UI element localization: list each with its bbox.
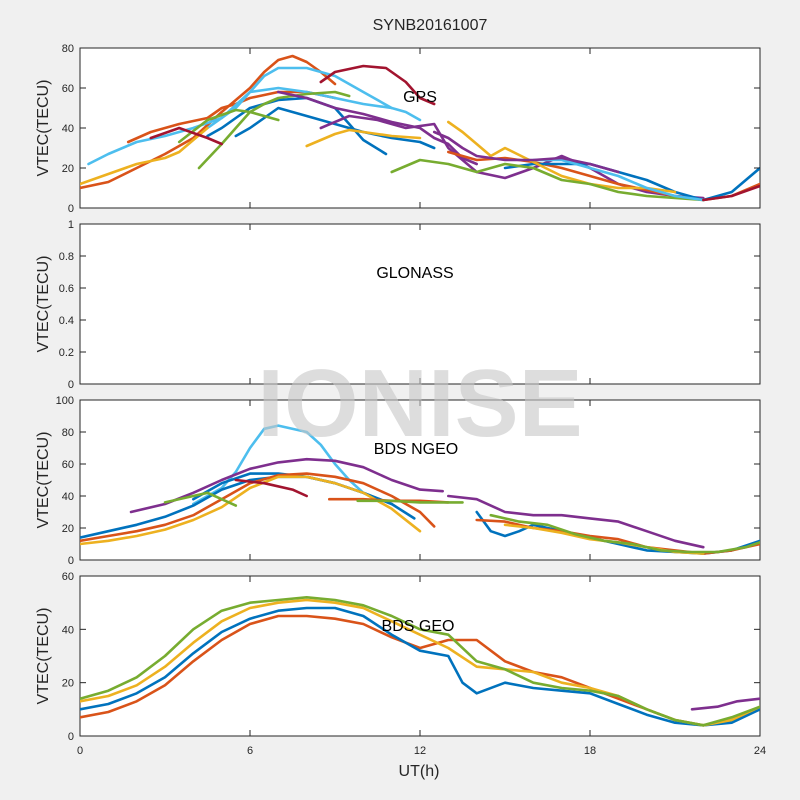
y-tick-label: 20 — [62, 678, 74, 690]
series-line-2 — [87, 66, 422, 166]
x-tick-label: 6 — [247, 745, 253, 757]
series-line-10 — [177, 108, 280, 144]
y-tick-label: 100 — [56, 395, 74, 407]
x-tick-label: 0 — [77, 745, 83, 757]
panel-label: BDS GEO — [382, 618, 455, 635]
panel-1: 0 0.2 0.4 0.6 0.8 1 VTEC(TECU) GLONASS — [35, 219, 761, 391]
y-axis-label: VTEC(TECU) — [35, 80, 52, 177]
series-line-7 — [80, 126, 209, 186]
series-line-6 — [234, 106, 436, 150]
y-tick-label: 60 — [62, 459, 74, 471]
y-tick-label: 0.4 — [59, 315, 74, 327]
series-line-9 — [356, 499, 464, 504]
series-line-8 — [305, 128, 422, 148]
y-tick-label: 20 — [62, 523, 74, 535]
y-axis-label: VTEC(TECU) — [35, 608, 52, 705]
y-tick-label: 60 — [62, 571, 74, 583]
series-group — [80, 424, 760, 555]
series-line-20 — [432, 130, 620, 174]
y-tick-label: 0 — [68, 203, 74, 215]
series-group — [80, 54, 760, 202]
series-line-6 — [163, 491, 238, 507]
y-tick-label: 0 — [68, 731, 74, 743]
panel-label: GPS — [403, 89, 437, 106]
panel-3: 0 20 40 60 0 6 12 18 24 VTEC(TECU) BDS GEO — [35, 571, 766, 757]
y-axis-label: VTEC(TECU) — [35, 256, 52, 353]
series-line-14 — [489, 513, 760, 554]
axes-box — [79, 575, 761, 737]
series-line-13 — [149, 126, 223, 146]
series-line-11 — [277, 90, 478, 166]
axes-box — [79, 399, 761, 561]
series-line-1 — [129, 457, 444, 514]
series-line-7 — [234, 478, 308, 498]
series-line-18 — [532, 158, 705, 202]
series-line-1 — [80, 606, 760, 727]
series-group — [80, 596, 760, 727]
x-tick-label: 18 — [584, 745, 596, 757]
x-tick-label: 24 — [754, 745, 766, 757]
series-line-0 — [80, 54, 337, 190]
series-line-1 — [126, 90, 337, 144]
series-line-16 — [447, 120, 677, 194]
y-tick-label: 0 — [68, 555, 74, 567]
y-tick-label: 20 — [62, 163, 74, 175]
panel-label: GLONASS — [376, 265, 453, 282]
series-line-17 — [390, 158, 705, 202]
series-line-12 — [319, 114, 705, 200]
panel-label: BDS NGEO — [374, 441, 458, 458]
y-tick-label: 80 — [62, 427, 74, 439]
series-line-19 — [702, 184, 760, 202]
watermark: IONISE — [257, 350, 582, 457]
x-axis-label: UT(h) — [399, 763, 440, 780]
series-line-4 — [206, 86, 393, 130]
y-tick-label: 40 — [62, 123, 74, 135]
panel-0: 0 20 40 60 80 VTEC(TECU) GPS — [35, 43, 761, 215]
y-tick-label: 0 — [68, 379, 74, 391]
series-line-4 — [690, 697, 760, 711]
series-line-15 — [503, 162, 760, 202]
y-tick-label: 40 — [62, 491, 74, 503]
y-tick-label: 80 — [62, 43, 74, 55]
series-line-5 — [80, 475, 422, 546]
y-tick-label: 40 — [62, 624, 74, 636]
y-tick-label: 0.2 — [59, 347, 74, 359]
chart-title: SYNB20161007 — [373, 17, 488, 34]
y-axis-label: VTEC(TECU) — [35, 432, 52, 529]
series-line-3 — [319, 64, 436, 106]
x-tick-label: 12 — [414, 745, 426, 757]
y-tick-label: 0.8 — [59, 251, 74, 263]
series-line-4 — [80, 472, 436, 543]
series-line-3 — [80, 596, 760, 727]
panel-2: 0 20 40 60 80 100 VTEC(TECU) BDS NGEO — [35, 395, 761, 567]
axes-box — [79, 223, 761, 385]
y-tick-label: 0.6 — [59, 283, 74, 295]
series-line-9 — [197, 90, 351, 170]
y-tick-label: 1 — [68, 219, 74, 231]
y-tick-label: 60 — [62, 83, 74, 95]
series-line-10 — [447, 494, 705, 549]
